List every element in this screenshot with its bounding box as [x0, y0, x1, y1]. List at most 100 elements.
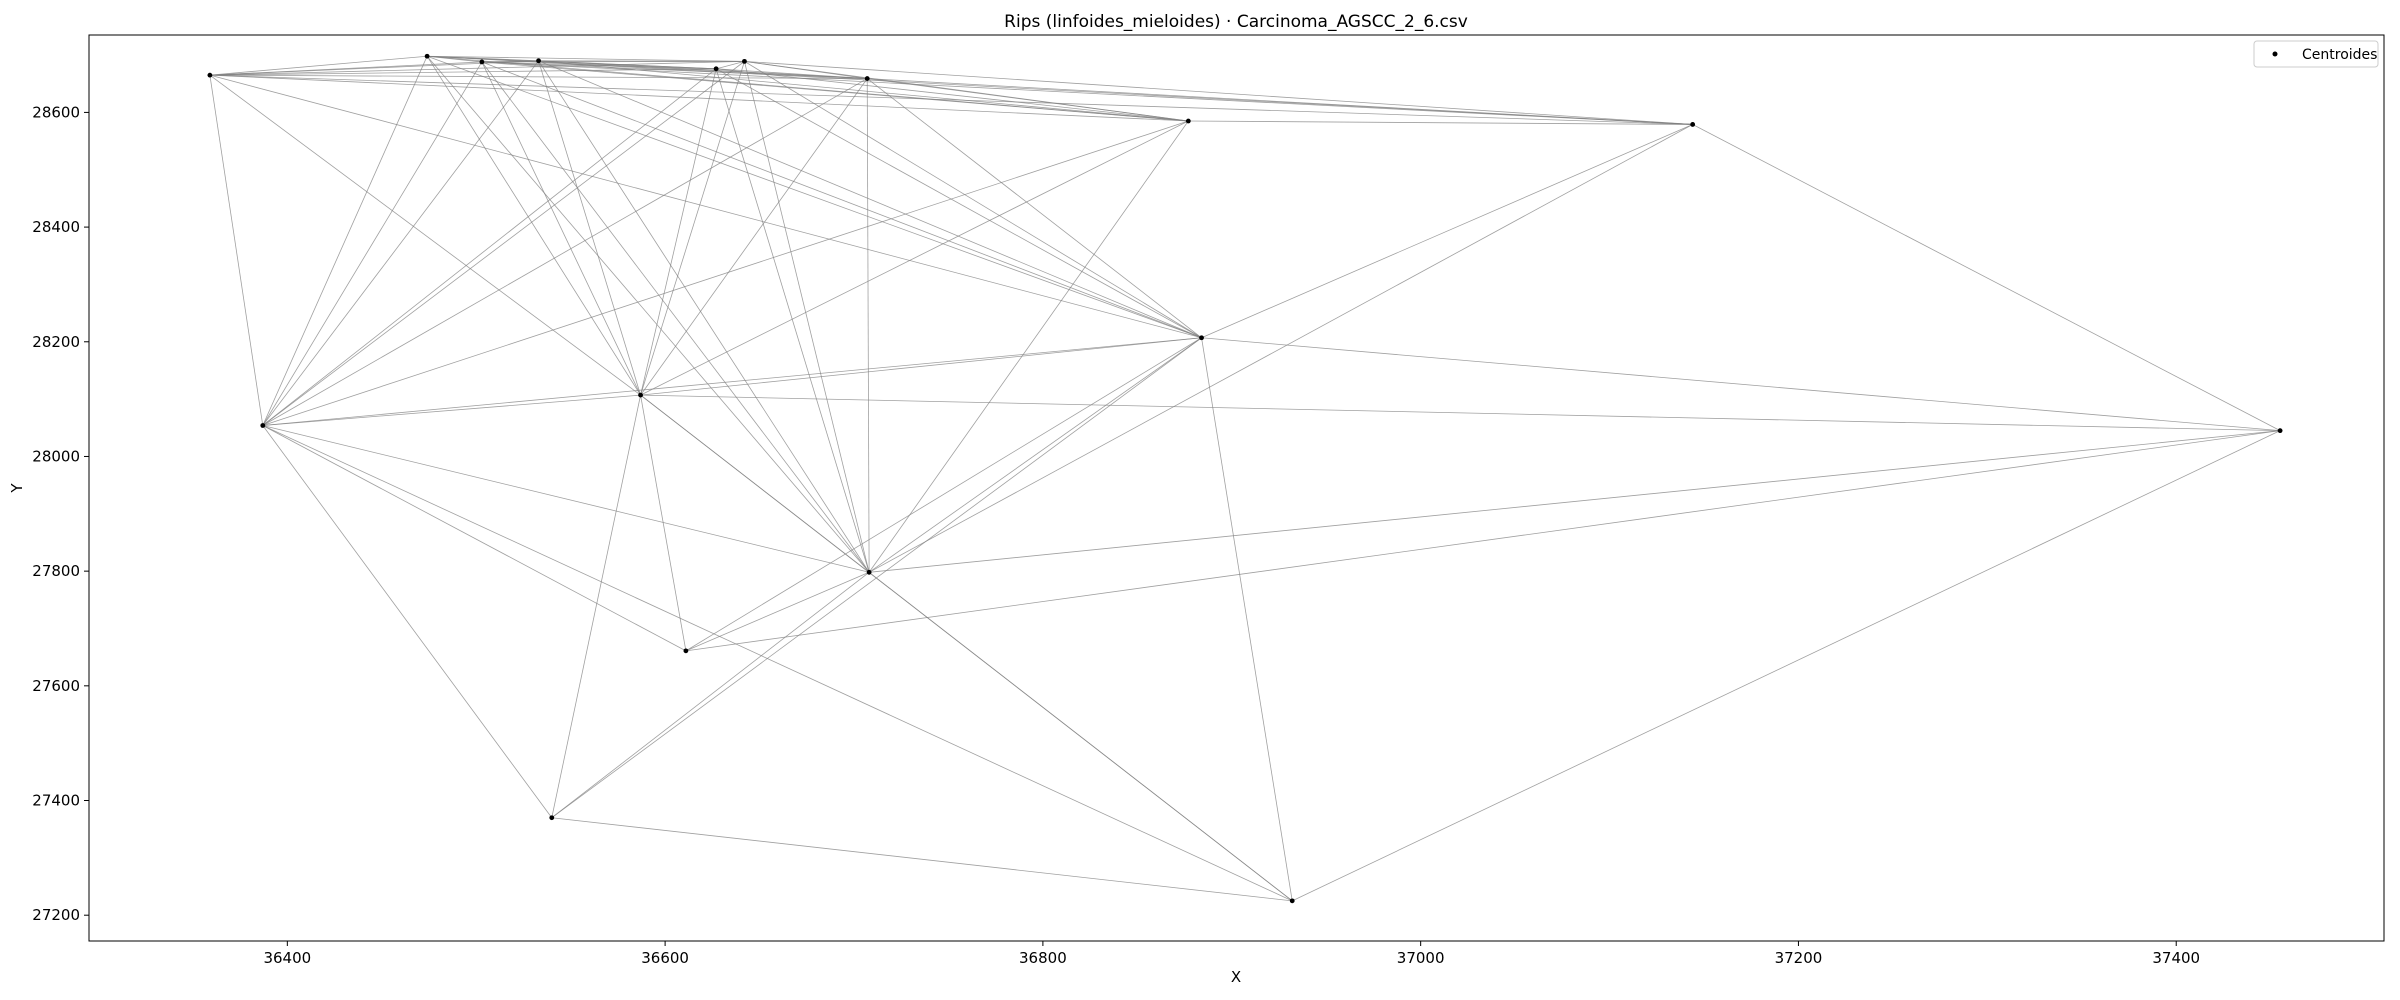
edge-0-13 [209, 74, 1202, 339]
y-axis-label: Y [8, 483, 26, 494]
edge-7-13 [744, 61, 1202, 339]
edge-9-10 [685, 571, 870, 652]
edge-4-12 [538, 60, 1189, 122]
x-tick-label: 37400 [2152, 949, 2200, 967]
edge-0-5 [209, 74, 641, 396]
y-tick-label: 27600 [32, 677, 80, 695]
y-axis-ticks: 27200 27400 27600 27800 28000 28200 28400 28600 [32, 103, 89, 924]
edge-1-5 [262, 394, 641, 426]
edge-6-13 [715, 68, 1202, 339]
centroid-point [536, 58, 541, 64]
edge-9-14 [868, 571, 1293, 902]
edge-2-5 [426, 56, 641, 396]
x-axis-label: X [1231, 968, 1241, 986]
edge-13-14 [1201, 337, 1293, 901]
edge-8-13 [866, 78, 1202, 339]
edge-2-7 [427, 55, 745, 62]
centroid-point [207, 72, 213, 78]
edge-5-8 [640, 78, 868, 396]
edge-0-8 [209, 74, 868, 79]
edge-8-9 [866, 78, 870, 573]
edge-8-15 [867, 78, 1693, 125]
edge-3-8 [481, 61, 868, 79]
point-group [207, 53, 2283, 904]
edge-1-4 [262, 60, 539, 426]
edge-1-3 [262, 61, 483, 426]
edge-4-9 [538, 60, 870, 573]
edge-5-6 [640, 68, 717, 396]
centroid-point [638, 392, 643, 398]
edge-6-9 [715, 68, 870, 573]
edge-3-15 [481, 61, 1693, 125]
edge-1-12 [262, 120, 1189, 426]
plot-frame [88, 34, 2385, 942]
centroid-point [424, 53, 430, 59]
edge-1-14 [262, 425, 1293, 902]
edge-9-16 [869, 430, 2281, 573]
edge-1-7 [262, 61, 745, 426]
edge-0-2 [209, 55, 428, 76]
centroid-point [742, 58, 747, 64]
centroid-point [549, 815, 555, 821]
edge-5-7 [640, 61, 745, 396]
y-tick-label: 27800 [32, 562, 80, 580]
y-tick-label: 28600 [32, 103, 80, 121]
edge-4-7 [538, 60, 745, 62]
edge-3-12 [481, 61, 1189, 122]
edge-6-7 [716, 60, 745, 70]
centroid-point [479, 59, 485, 65]
edge-9-15 [868, 124, 1693, 573]
edge-1-13 [262, 337, 1202, 426]
edge-7-15 [744, 60, 1693, 125]
edge-0-15 [209, 74, 1693, 125]
edge-5-11 [551, 395, 641, 818]
centroid-point [864, 76, 870, 81]
edge-9-11 [551, 571, 870, 819]
edge-0-7 [209, 60, 745, 76]
centroid-point [713, 66, 719, 72]
centroid-point [1690, 122, 1696, 127]
y-tick-label: 28000 [32, 447, 80, 465]
centroid-point [260, 423, 266, 428]
edge-0-12 [209, 74, 1189, 122]
centroid-point [866, 569, 872, 575]
x-tick-label: 37000 [1397, 949, 1445, 967]
centroid-point [683, 648, 689, 654]
edge-4-5 [538, 60, 641, 396]
edge-1-9 [262, 425, 870, 573]
edge-12-15 [1188, 120, 1693, 125]
edge-2-9 [426, 55, 870, 573]
edge-4-8 [538, 60, 868, 79]
edge-6-12 [716, 68, 1189, 122]
centroid-point [1199, 335, 1204, 341]
edge-1-8 [262, 78, 868, 426]
x-tick-label: 36600 [641, 949, 689, 967]
edge-3-6 [481, 61, 717, 70]
y-tick-label: 28200 [32, 333, 80, 351]
edge-7-9 [744, 61, 870, 573]
edge-15-16 [1692, 124, 2281, 432]
legend-box [2253, 40, 2379, 68]
edge-1-2 [262, 56, 428, 426]
edge-3-5 [481, 61, 641, 396]
x-tick-label: 36800 [1019, 949, 1067, 967]
edge-5-16 [640, 394, 2281, 432]
x-axis-ticks: 36400 36600 36800 37000 37200 37400 [263, 941, 2200, 967]
chart-title: Rips (linfoides_mieloides) · Carcinoma_A… [1004, 12, 1468, 32]
edge-1-11 [262, 425, 553, 818]
edge-5-13 [640, 337, 1202, 396]
legend-entry-centroides: Centroides [2302, 47, 2377, 63]
edge-8-12 [867, 78, 1189, 122]
edge-2-13 [426, 55, 1202, 339]
edge-14-16 [1292, 430, 2281, 902]
legend-marker [2272, 51, 2278, 57]
edge-9-12 [868, 120, 1189, 573]
edge-11-14 [551, 817, 1293, 902]
edge-group [209, 55, 2281, 902]
y-tick-label: 28400 [32, 218, 80, 236]
centroid-point [1289, 898, 1295, 904]
centroid-point [2277, 428, 2283, 434]
edge-10-16 [685, 430, 2281, 652]
edge-1-6 [262, 68, 717, 426]
